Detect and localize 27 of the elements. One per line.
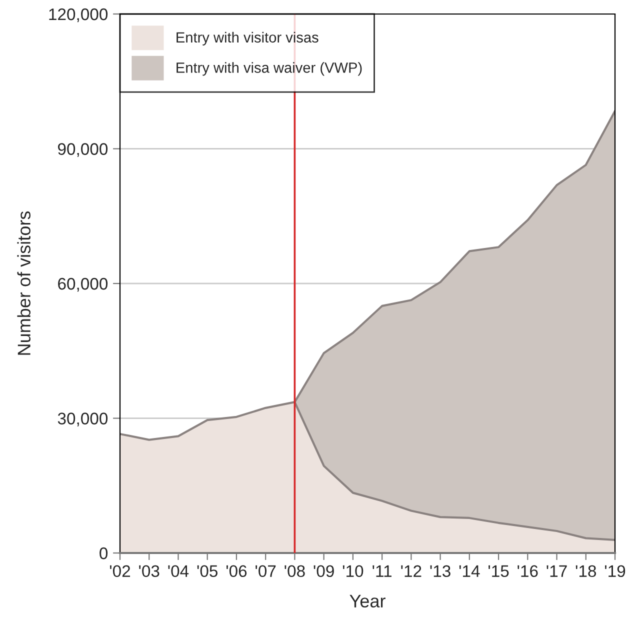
y-tick-label: 60,000 [58, 278, 108, 292]
x-tick-label: '11 [372, 565, 392, 577]
legend-label: Entry with visa waiver (VWP) [176, 62, 362, 76]
y-tick-label: 0 [100, 547, 108, 560]
x-tick-label: '06 [226, 565, 247, 578]
x-tick-label: '07 [256, 565, 276, 578]
y-tick-label: 30,000 [58, 412, 108, 426]
x-tick-label: '04 [168, 565, 189, 578]
x-tick-label: '09 [314, 565, 334, 578]
y-tick-label: 120,000 [49, 8, 108, 22]
x-tick-label: '03 [139, 565, 160, 578]
y-tick-label: 90,000 [58, 143, 108, 157]
x-tick-label: '14 [459, 565, 480, 577]
y-axis-title: Number of visitors [17, 211, 30, 355]
x-tick-label: '02 [110, 565, 130, 578]
x-tick-label: '19 [604, 565, 626, 578]
x-tick-label: '12 [401, 565, 422, 577]
x-tick-label: '10 [342, 565, 364, 578]
x-tick-label: '13 [430, 565, 450, 578]
x-tick-label: '16 [518, 565, 538, 578]
x-tick-label: '17 [546, 565, 567, 577]
x-tick-label: '05 [197, 565, 218, 578]
x-tick-label: '15 [488, 565, 509, 578]
legend-label: Entry with visitor visas [176, 32, 318, 46]
x-tick-label: '08 [284, 565, 305, 578]
x-tick-label: '18 [576, 565, 596, 578]
x-axis-title: Year [350, 594, 386, 608]
